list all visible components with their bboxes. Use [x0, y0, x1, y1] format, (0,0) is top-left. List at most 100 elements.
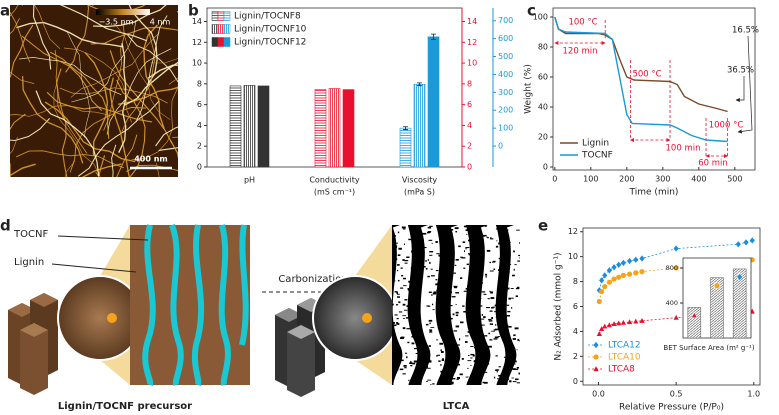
- pore: [508, 297, 511, 300]
- pore: [443, 254, 445, 256]
- pore: [455, 311, 459, 314]
- legend-swatch: [211, 11, 219, 21]
- pore: [440, 268, 443, 270]
- legend-swatch: [217, 24, 225, 34]
- pore: [411, 301, 414, 303]
- marker: [620, 319, 626, 325]
- pore: [471, 314, 474, 316]
- pore: [475, 252, 478, 254]
- pore: [451, 370, 455, 372]
- pore: [483, 381, 488, 384]
- y-tick-label: 100: [533, 13, 548, 22]
- pore: [403, 277, 406, 280]
- pore: [438, 280, 442, 282]
- y-tick-label: 4: [197, 121, 202, 130]
- pore: [473, 379, 476, 380]
- pore: [422, 353, 424, 355]
- pore: [443, 248, 448, 250]
- pore: [451, 378, 456, 380]
- pore: [503, 372, 506, 375]
- pore: [430, 327, 435, 328]
- pore: [489, 290, 491, 293]
- legend-label: LTCA8: [608, 365, 635, 375]
- marker: [596, 298, 602, 305]
- pore: [478, 370, 480, 372]
- bar: [399, 127, 412, 168]
- pore: [413, 301, 415, 303]
- pore: [476, 357, 478, 359]
- marker: [616, 320, 622, 326]
- pore: [427, 379, 432, 381]
- pore: [419, 228, 421, 229]
- pore: [506, 287, 510, 290]
- pore: [440, 234, 442, 236]
- pore: [454, 264, 457, 266]
- pore: [472, 355, 475, 357]
- afm-fibers: [10, 5, 178, 177]
- pore: [479, 282, 483, 284]
- pore: [444, 382, 447, 384]
- pore: [449, 291, 452, 294]
- bar: [243, 85, 256, 168]
- y-tick-label: 8: [197, 79, 202, 88]
- pore: [485, 276, 487, 278]
- pore: [466, 233, 468, 235]
- pore: [494, 336, 499, 339]
- fiber: [131, 83, 178, 160]
- y-tick-label: 10: [568, 252, 578, 261]
- pore: [415, 368, 418, 371]
- pore: [458, 245, 461, 248]
- marker: [620, 272, 626, 278]
- pore: [393, 348, 396, 350]
- fiber: [10, 113, 26, 131]
- pore: [499, 304, 504, 306]
- fiber: [103, 21, 125, 131]
- pore: [448, 353, 452, 356]
- marker: [616, 274, 622, 280]
- fiber: [64, 160, 76, 177]
- pore: [481, 338, 483, 341]
- pore: [497, 282, 500, 284]
- pore: [472, 377, 476, 379]
- pore: [432, 292, 437, 295]
- pore: [392, 303, 394, 306]
- pore: [412, 272, 414, 275]
- fiber: [92, 5, 95, 6]
- pore: [421, 266, 426, 268]
- pore: [499, 281, 501, 283]
- pore: [474, 340, 476, 343]
- pore: [451, 296, 456, 298]
- pore: [400, 337, 404, 339]
- pore: [511, 297, 514, 299]
- pore: [520, 384, 522, 385]
- pore: [459, 373, 463, 376]
- x-tick-label: 200: [619, 175, 634, 184]
- pore: [427, 231, 432, 233]
- marker: [639, 317, 645, 323]
- marker: [639, 255, 645, 262]
- colorbar: [96, 9, 150, 15]
- pore: [449, 383, 453, 385]
- pore: [478, 291, 481, 293]
- pore: [465, 306, 470, 308]
- marker: [611, 276, 617, 282]
- pore: [414, 378, 418, 381]
- pore: [440, 260, 444, 262]
- pore: [473, 239, 476, 242]
- pore: [497, 303, 502, 305]
- pore: [515, 378, 519, 381]
- pore: [436, 253, 440, 255]
- pore: [465, 376, 469, 378]
- pore: [506, 315, 510, 317]
- label: Lignin: [14, 257, 44, 268]
- pore: [429, 261, 431, 264]
- pore: [475, 260, 478, 263]
- pore: [466, 295, 471, 297]
- pore: [457, 363, 460, 366]
- pore: [476, 229, 479, 232]
- pore: [430, 268, 433, 270]
- pore: [467, 331, 471, 333]
- pore: [473, 325, 477, 328]
- bar: [427, 36, 440, 168]
- annotation: 36.5%: [727, 66, 754, 76]
